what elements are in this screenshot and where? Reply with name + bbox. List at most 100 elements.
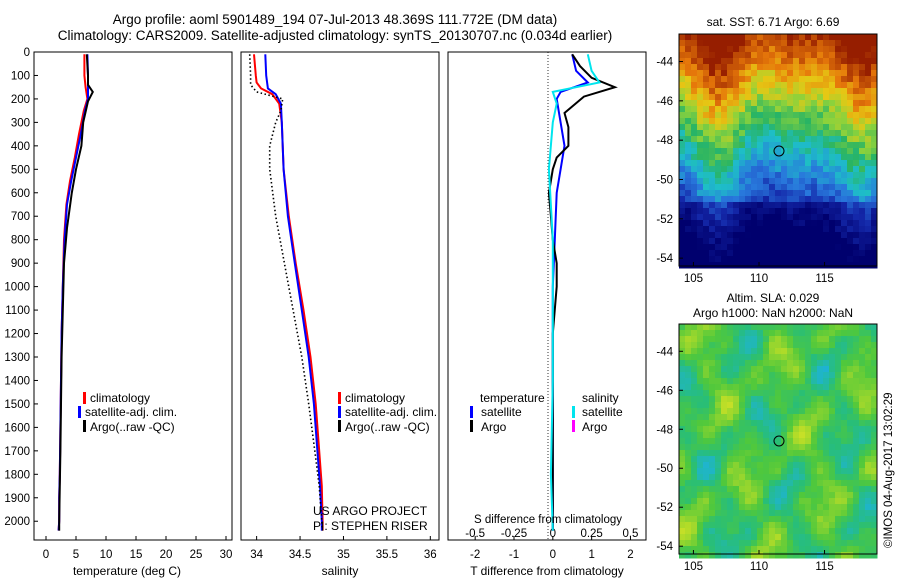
sla-cell — [829, 408, 836, 415]
sst-cell — [763, 64, 770, 71]
sst-cell — [865, 64, 872, 71]
sla-cell — [799, 426, 806, 433]
sla-cell — [721, 354, 728, 361]
sst-cell — [781, 226, 788, 233]
sla-cell — [817, 504, 824, 511]
difference-plot-frame — [447, 51, 647, 541]
sst-cell — [697, 148, 704, 155]
sst-cell — [835, 58, 842, 65]
sla-cell — [715, 402, 722, 409]
sla-cell — [697, 414, 704, 421]
lon-tick-label: 115 — [815, 561, 833, 573]
sla-cell — [697, 474, 704, 481]
sla-cell — [811, 540, 818, 547]
sst-cell — [853, 256, 860, 263]
sla-cell — [703, 516, 710, 523]
legend-label-climatology-2: climatology — [345, 391, 405, 405]
sst-cell — [811, 112, 818, 119]
sla-cell — [769, 462, 776, 469]
sst-cell — [733, 100, 740, 107]
sla-cell — [805, 450, 812, 457]
sst-cell — [871, 46, 878, 53]
sst-cell — [703, 166, 710, 173]
sst-cell — [709, 82, 716, 89]
sla-cell — [835, 354, 842, 361]
sst-cell — [697, 94, 704, 101]
sla-cell — [853, 426, 860, 433]
sla-cell — [697, 456, 704, 463]
sla-cell — [733, 450, 740, 457]
sla-cell — [823, 534, 830, 541]
sla-cell — [691, 546, 698, 553]
sla-cell — [691, 330, 698, 337]
sla-cell — [859, 420, 866, 427]
sst-cell — [691, 250, 698, 257]
sla-cell — [709, 426, 716, 433]
sla-cell — [775, 492, 782, 499]
sst-cell — [775, 124, 782, 131]
sla-cell — [703, 528, 710, 535]
sla-map-image — [679, 324, 878, 559]
sst-cell — [757, 130, 764, 137]
sst-cell — [739, 124, 746, 131]
sst-cell — [835, 118, 842, 125]
sla-cell — [847, 330, 854, 337]
sla-cell — [805, 444, 812, 451]
sla-cell — [697, 396, 704, 403]
sla-cell — [679, 474, 686, 481]
sla-cell — [799, 366, 806, 373]
sla-cell — [805, 426, 812, 433]
sst-cell — [715, 226, 722, 233]
sst-cell — [871, 64, 878, 71]
sla-cell — [715, 456, 722, 463]
depth-tick-label: 0 — [24, 47, 30, 59]
sst-cell — [793, 184, 800, 191]
sst-cell — [757, 232, 764, 239]
sla-cell — [841, 450, 848, 457]
sla-cell — [775, 378, 782, 385]
sst-cell — [727, 70, 734, 77]
sst-cell — [769, 214, 776, 221]
sst-cell — [733, 130, 740, 137]
sst-cell — [859, 226, 866, 233]
sst-cell — [703, 154, 710, 161]
sst-cell — [751, 130, 758, 137]
sst-cell — [799, 34, 806, 41]
sst-cell — [793, 178, 800, 185]
sla-cell — [811, 456, 818, 463]
sla-cell — [733, 480, 740, 487]
sst-cell — [865, 214, 872, 221]
sla-cell — [841, 390, 848, 397]
sst-cell — [811, 130, 818, 137]
sla-cell — [817, 330, 824, 337]
sst-cell — [703, 142, 710, 149]
sla-cell — [847, 450, 854, 457]
sst-cell — [781, 58, 788, 65]
sla-cell — [691, 486, 698, 493]
sst-cell — [727, 46, 734, 53]
sst-cell — [697, 250, 704, 257]
sla-cell — [775, 540, 782, 547]
sla-cell — [781, 546, 788, 553]
sla-cell — [835, 462, 842, 469]
sla-cell — [835, 414, 842, 421]
sla-cell — [721, 348, 728, 355]
sst-cell — [805, 76, 812, 83]
sla-cell — [733, 438, 740, 445]
sst-cell — [847, 148, 854, 155]
sla-cell — [793, 330, 800, 337]
sla-cell — [685, 534, 692, 541]
sla-cell — [853, 528, 860, 535]
sla-cell — [787, 444, 794, 451]
sla-cell — [757, 354, 764, 361]
sla-cell — [811, 378, 818, 385]
sla-cell — [745, 504, 752, 511]
sst-cell — [871, 196, 878, 203]
sla-cell — [733, 354, 740, 361]
sla-cell — [787, 402, 794, 409]
sla-cell — [685, 504, 692, 511]
sla-cell — [763, 342, 770, 349]
sst-cell — [751, 172, 758, 179]
sst-cell — [787, 82, 794, 89]
sla-cell — [757, 462, 764, 469]
